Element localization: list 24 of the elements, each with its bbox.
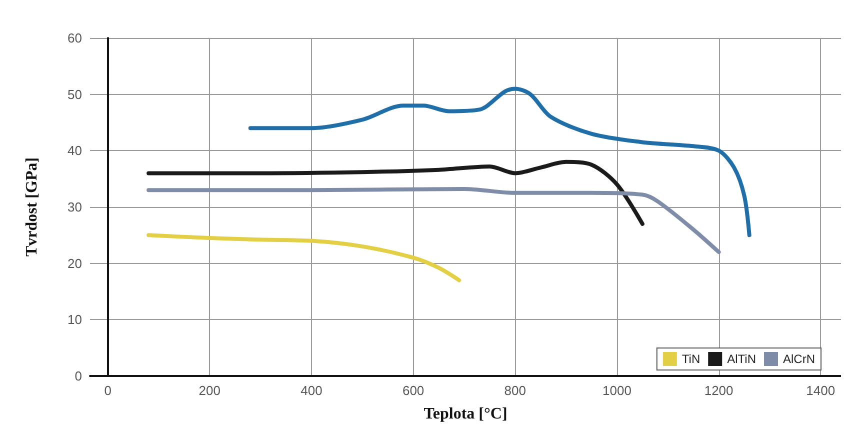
x-tick-label: 600 (402, 383, 424, 398)
y-tick-label: 30 (68, 200, 82, 214)
legend-label: TiN (682, 352, 700, 366)
y-tick-label: 40 (68, 143, 82, 158)
line-series (248, 86, 752, 238)
y-tick-label: 0 (74, 368, 82, 384)
legend-label: AlCrN (783, 352, 815, 366)
line-series (146, 160, 644, 226)
y-tick-label: 20 (68, 256, 82, 271)
x-tick-label: 0 (104, 383, 112, 398)
x-tick-label: 1200 (704, 383, 734, 398)
y-axis-title: Tvrdost [GPa] (24, 157, 40, 257)
line-series (146, 233, 462, 282)
x-tick-label: 800 (504, 383, 526, 398)
x-tick-label: 1000 (602, 383, 632, 398)
x-axis-title: Teplota [°C] (424, 406, 508, 422)
legend-label: AlTiN (727, 352, 756, 366)
line-series (146, 186, 721, 254)
x-tick-label: 1400 (806, 383, 836, 398)
x-tick-label: 200 (198, 383, 220, 398)
y-tick-label: 60 (68, 30, 82, 46)
y-tick-label: 10 (68, 312, 82, 328)
x-tick-label: 400 (300, 383, 322, 398)
y-tick-label: 50 (68, 86, 82, 102)
